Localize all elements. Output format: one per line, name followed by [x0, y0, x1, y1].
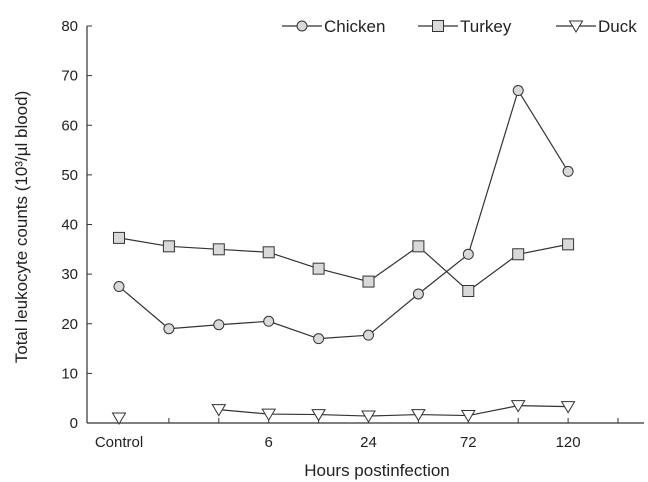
- data-point-duck: [560, 401, 576, 414]
- legend-item-turkey: Turkey: [418, 17, 512, 36]
- data-point-chicken: [512, 85, 524, 97]
- x-tick-label: 72: [460, 434, 477, 451]
- data-point-turkey: [162, 240, 175, 253]
- y-tick-label: 50: [61, 167, 78, 184]
- data-point-chicken: [163, 323, 175, 335]
- y-tick-label: 80: [61, 18, 78, 35]
- data-point-chicken: [313, 333, 325, 345]
- data-point-duck: [211, 404, 227, 417]
- data-point-duck: [411, 409, 426, 422]
- data-point-turkey: [312, 262, 325, 275]
- y-axis-title: Total leukocyte counts (10³/µl blood): [12, 91, 31, 364]
- data-point-duck: [111, 412, 127, 426]
- data-point-turkey: [462, 284, 475, 297]
- data-point-duck: [261, 408, 277, 422]
- x-tick-label: Control: [95, 434, 143, 451]
- data-point-turkey: [412, 240, 425, 253]
- y-tick-label: 10: [61, 365, 78, 382]
- x-tick-label: 24: [360, 434, 377, 451]
- y-tick-label: 20: [61, 316, 78, 333]
- data-point-turkey: [113, 231, 125, 244]
- legend-marker-chicken: [296, 20, 308, 32]
- data-point-turkey: [512, 248, 525, 261]
- x-tick-label: 6: [265, 434, 273, 451]
- y-tick-label: 40: [61, 217, 78, 234]
- data-point-turkey: [212, 243, 225, 256]
- y-tick-label: 0: [70, 415, 78, 432]
- data-point-duck: [361, 410, 376, 424]
- legend-item-duck: Duck: [556, 17, 637, 36]
- legend-label-chicken: Chicken: [324, 17, 385, 36]
- series-layer: [111, 85, 576, 426]
- y-tick-label: 60: [61, 117, 78, 134]
- series-chicken: [113, 85, 574, 345]
- axes: 0 10 20 30 40 50 60 70 80 Control 6 24 72 120: [61, 18, 644, 451]
- x-tick-label: 120: [556, 434, 581, 451]
- data-point-chicken: [363, 329, 374, 341]
- data-point-duck: [460, 410, 476, 423]
- legend-marker-duck: [568, 20, 584, 33]
- legend-item-chicken: Chicken: [282, 17, 385, 36]
- data-point-duck: [510, 400, 526, 413]
- data-point-turkey: [262, 246, 275, 259]
- data-point-chicken: [562, 165, 574, 177]
- data-point-turkey: [362, 275, 375, 288]
- data-point-chicken: [213, 319, 225, 331]
- legend-label-duck: Duck: [598, 17, 637, 36]
- data-point-chicken: [263, 315, 275, 327]
- series-line-chicken: [118, 89, 569, 340]
- series-duck: [111, 400, 576, 426]
- data-point-turkey: [562, 238, 575, 251]
- series-line-duck: [218, 405, 569, 417]
- series-line-turkey: [118, 237, 569, 292]
- y-tick-label: 30: [61, 266, 78, 283]
- legend-marker-turkey: [432, 20, 444, 32]
- data-point-duck: [311, 409, 326, 422]
- x-axis-title: Hours postinfection: [304, 461, 450, 480]
- data-point-chicken: [412, 288, 424, 300]
- data-point-chicken: [462, 248, 474, 260]
- y-tick-label: 70: [61, 68, 78, 85]
- series-turkey: [113, 231, 575, 297]
- legend: Chicken Turkey Duck: [282, 17, 637, 36]
- legend-label-turkey: Turkey: [460, 17, 512, 36]
- data-point-chicken: [113, 281, 125, 293]
